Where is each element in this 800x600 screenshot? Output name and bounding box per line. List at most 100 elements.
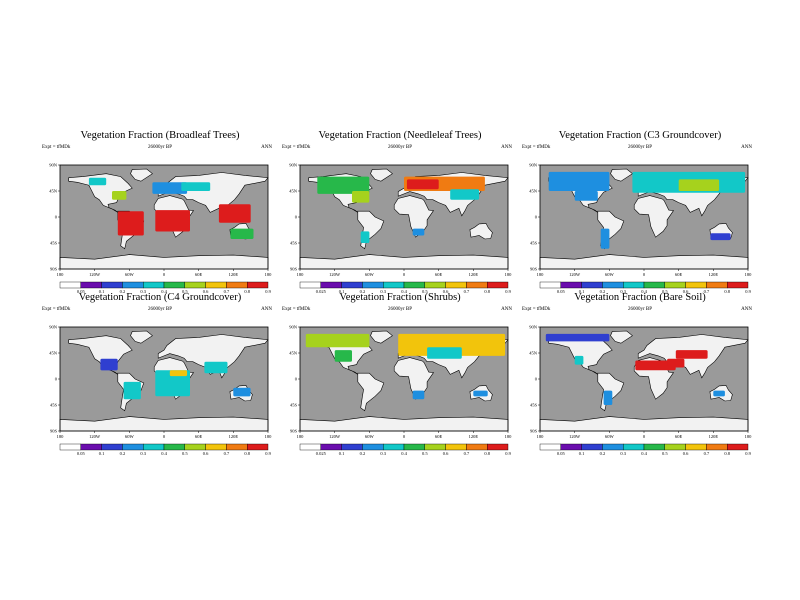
colorbar-swatch (320, 281, 342, 289)
colorbar-swatch (382, 281, 405, 289)
colorbar-swatch (142, 281, 165, 289)
colorbar-swatch (424, 281, 446, 289)
lon-tick-label: 120W (569, 272, 581, 277)
lat-tick-label: 45S (290, 241, 298, 246)
panel-title: Vegetation Fraction (Bare Soil) (574, 292, 706, 303)
lon-tick-label: 60W (605, 434, 615, 439)
panel-title: Vegetation Fraction (C4 Groundcover) (78, 292, 242, 303)
lon-tick-label: 0 (643, 272, 646, 277)
colorbar-tick-label: 0.9 (745, 451, 751, 456)
lon-tick-label: 60E (195, 434, 203, 439)
lon-tick-label: 180 (297, 434, 305, 439)
lat-tick-label: 90S (290, 267, 298, 272)
colorbar-tick-label: 0.4 (641, 451, 647, 456)
data-cell (412, 228, 425, 236)
colorbar-swatch (80, 281, 102, 289)
colorbar-swatch (466, 281, 488, 289)
colorbar-swatch (726, 281, 749, 289)
data-cell (398, 333, 506, 356)
colorbar-tick-label: 0.5 (182, 289, 188, 294)
land-north-america (68, 335, 133, 375)
land-greenland (130, 330, 153, 344)
panel: Vegetation Fraction (Needleleaf Trees) Ex… (280, 130, 520, 300)
lat-tick-label: 0 (535, 215, 538, 220)
data-cell (574, 191, 598, 201)
colorbar-tick-label: 0.9 (745, 289, 751, 294)
subtitle-left: Expt = tfMDk (282, 307, 311, 312)
colorbar-tick-label: 0.3 (620, 289, 626, 294)
lon-tick-label: 60E (675, 434, 683, 439)
lat-tick-label: 90N (49, 325, 58, 330)
colorbar-swatch (643, 443, 665, 451)
data-cell (317, 176, 370, 194)
colorbar-swatch (320, 443, 342, 451)
lon-tick-label: 60E (675, 272, 683, 277)
lon-tick-label: 180 (537, 434, 545, 439)
subtitle-left: Expt = tfMDk (42, 307, 71, 312)
colorbar-tick-label: 0.8 (724, 289, 730, 294)
colorbar-swatch (486, 281, 509, 289)
map-chart: 180 120W 60W 0 60E 120E 180 90N 45N 0 45S 90S 0.025 0… (289, 163, 512, 295)
lat-tick-label: 90S (290, 429, 298, 434)
colorbar-tick-label: 0.6 (683, 451, 689, 456)
lon-tick-label: 60E (195, 272, 203, 277)
lon-tick-label: 120E (229, 434, 239, 439)
lon-tick-label: 120W (329, 434, 341, 439)
data-cell (305, 333, 370, 348)
colorbar-tick-label: 0.4 (161, 289, 167, 294)
colorbar-tick-label: 0.025 (316, 451, 327, 456)
colorbar-swatch (622, 443, 645, 451)
lon-tick-label: 120W (89, 434, 101, 439)
lat-tick-label: 90S (50, 267, 58, 272)
colorbar-tick-label: 0.05 (557, 451, 566, 456)
data-cell (155, 370, 190, 397)
colorbar-swatch (80, 443, 102, 451)
map-chart: 180 120W 60W 0 60E 120E 180 90N 45N 0 45S 90S 0.05 0.… (529, 163, 752, 295)
colorbar-swatch (184, 281, 206, 289)
land-africa (393, 195, 435, 238)
colorbar-swatch (403, 281, 425, 289)
colorbar-swatch (726, 443, 749, 451)
land-greenland (370, 330, 393, 344)
data-cell (88, 177, 107, 186)
map-chart: 180 120W 60W 0 60E 120E 180 90N 45N 0 45S 90S 0.05 0.… (49, 325, 272, 457)
subtitle-left: Expt = tfMDk (522, 307, 551, 312)
subtitle-right: ANN (501, 145, 512, 150)
colorbar-tick-label: 0.6 (203, 451, 209, 456)
colorbar-swatch (122, 443, 144, 451)
lat-tick-label: 90S (530, 429, 538, 434)
data-cell (204, 361, 228, 374)
lat-tick-label: 45N (529, 351, 538, 356)
colorbar-tick-label: 0.2 (360, 289, 366, 294)
lon-tick-label: 60E (435, 434, 443, 439)
land-greenland (610, 168, 633, 182)
data-cell (100, 358, 118, 371)
lon-tick-label: 60W (365, 272, 375, 277)
colorbar-swatch (445, 443, 467, 451)
subtitle-right: ANN (261, 307, 272, 312)
lat-tick-label: 45S (50, 241, 58, 246)
data-cell (233, 387, 251, 397)
lon-tick-label: 0 (163, 272, 166, 277)
lat-tick-label: 90S (530, 267, 538, 272)
lon-tick-label: 180 (297, 272, 305, 277)
colorbar-swatch (341, 443, 363, 451)
map-chart: 180 120W 60W 0 60E 120E 180 90N 45N 0 45S 90S 0.025 0… (289, 325, 512, 457)
colorbar-swatch (602, 281, 624, 289)
data-cell (548, 171, 610, 191)
colorbar-tick-label: 0.3 (140, 451, 146, 456)
subtitle-center: 26000yr BP (387, 145, 413, 150)
colorbar-tick-label: 0.3 (380, 451, 386, 456)
colorbar-swatch (299, 443, 321, 451)
lat-tick-label: 45S (530, 403, 538, 408)
data-cell (710, 233, 731, 241)
colorbar-tick-label: 0.8 (724, 451, 730, 456)
colorbar-tick-label: 0.7 (224, 289, 230, 294)
colorbar-swatch (59, 443, 81, 451)
lon-tick-label: 0 (163, 434, 166, 439)
colorbar-tick-label: 0.3 (380, 289, 386, 294)
data-cell (352, 191, 370, 203)
panel-title: Vegetation Fraction (Needleleaf Trees) (318, 130, 482, 141)
data-cell (667, 358, 685, 368)
data-cell (218, 204, 251, 223)
